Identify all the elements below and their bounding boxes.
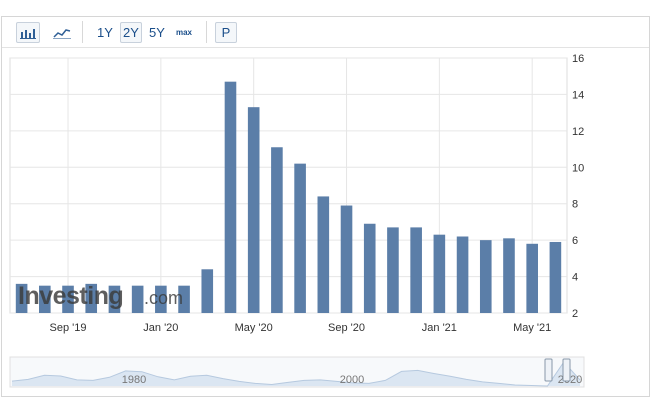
- navigator-left-handle[interactable]: [544, 358, 553, 382]
- bar[interactable]: [15, 283, 28, 313]
- y-tick-label: 12: [572, 126, 584, 138]
- toolbar-divider: [82, 21, 83, 43]
- y-axis: 2 4 6 8 10 12 14 16: [572, 53, 584, 320]
- bar[interactable]: [479, 240, 492, 313]
- line-chart-icon[interactable]: [50, 22, 74, 43]
- range-2y-button[interactable]: 2Y: [120, 22, 142, 43]
- chart-toolbar: 1Y 2Y 5Y max P: [2, 17, 649, 48]
- x-axis: Sep '19 Jan '20 May '20 Sep '20 Jan '21 May '…: [50, 322, 552, 334]
- watermark-brand: Investing: [18, 282, 123, 310]
- bar[interactable]: [39, 285, 51, 313]
- navigator-line: [11, 361, 581, 387]
- range-5y-button[interactable]: 5Y: [149, 25, 165, 40]
- range-max-button[interactable]: max: [175, 28, 192, 37]
- bar[interactable]: [456, 236, 469, 314]
- bar[interactable]: [224, 81, 237, 313]
- navigator-year-label: 2000: [340, 374, 364, 386]
- bar[interactable]: [201, 269, 214, 313]
- grid-lines: [9, 57, 568, 314]
- bar[interactable]: [363, 223, 376, 313]
- toolbar-divider: [206, 21, 207, 43]
- y-tick-label: 14: [572, 89, 584, 101]
- bar[interactable]: [526, 243, 538, 313]
- bar[interactable]: [271, 147, 283, 313]
- x-tick-label: May '21: [513, 322, 551, 334]
- navigator-area: [12, 362, 580, 386]
- bar-series: [15, 81, 562, 314]
- watermark-logo: Investing .com: [18, 282, 183, 310]
- navigator-year-label: 1980: [122, 374, 146, 386]
- bar[interactable]: [178, 285, 190, 313]
- x-tick-label: Jan '20: [143, 322, 178, 334]
- navigator[interactable]: 198020002020: [9, 356, 585, 388]
- bar[interactable]: [503, 238, 515, 313]
- bar[interactable]: [247, 107, 260, 313]
- bar[interactable]: [108, 285, 121, 313]
- bar[interactable]: [155, 285, 167, 313]
- bar-chart-icon[interactable]: [16, 22, 40, 43]
- bar[interactable]: [410, 227, 422, 313]
- range-1y-button[interactable]: 1Y: [97, 25, 113, 40]
- bar[interactable]: [387, 227, 399, 313]
- x-tick-label: Sep '20: [328, 322, 365, 334]
- y-tick-label: 16: [572, 53, 584, 65]
- bar[interactable]: [317, 196, 330, 313]
- y-tick-label: 6: [572, 235, 578, 247]
- navigator-right-handle[interactable]: [562, 358, 571, 382]
- y-tick-label: 2: [572, 308, 578, 320]
- bar[interactable]: [549, 241, 562, 313]
- bar[interactable]: [62, 285, 74, 313]
- bar[interactable]: [131, 285, 144, 313]
- watermark-suffix: .com: [144, 288, 183, 308]
- bar[interactable]: [433, 234, 446, 313]
- x-tick-label: May '20: [235, 322, 273, 334]
- x-tick-label: Jan '21: [422, 322, 457, 334]
- bar[interactable]: [294, 163, 306, 313]
- print-button[interactable]: P: [215, 22, 237, 43]
- bar[interactable]: [340, 205, 353, 313]
- bar[interactable]: [85, 283, 98, 313]
- y-tick-label: 4: [572, 272, 578, 284]
- x-tick-label: Sep '19: [50, 322, 87, 334]
- y-tick-label: 10: [572, 162, 584, 174]
- y-tick-label: 8: [572, 199, 578, 211]
